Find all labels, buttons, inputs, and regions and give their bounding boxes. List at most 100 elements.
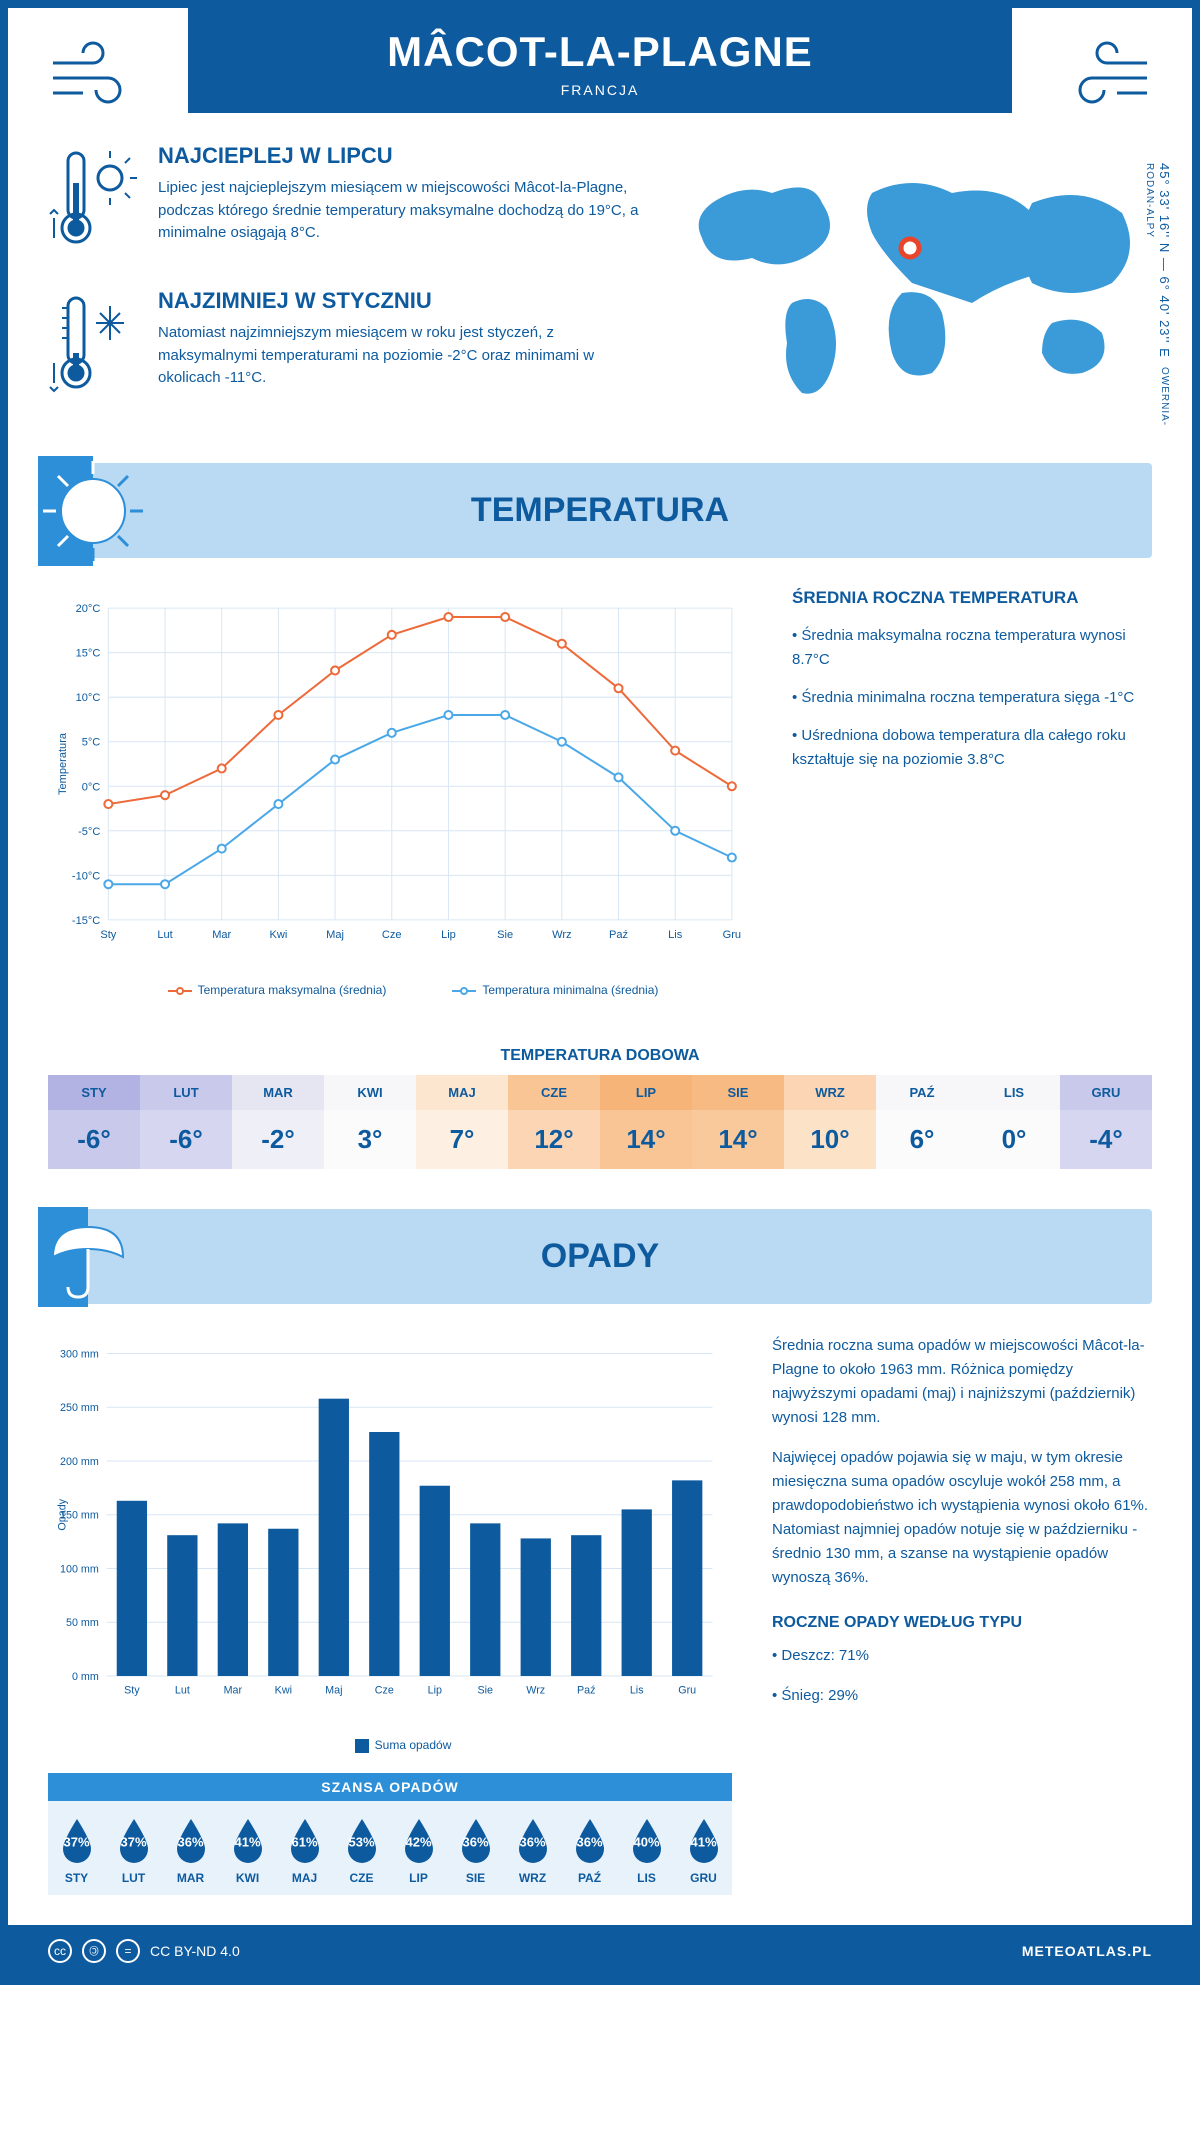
world-map: 45° 33' 16'' N — 6° 40' 23'' E OWERNIA-R… [672, 143, 1152, 433]
umbrella-icon [38, 1207, 138, 1307]
daily-temp-cell: STY-6° [48, 1075, 140, 1169]
daily-temp-cell: MAJ7° [416, 1075, 508, 1169]
svg-text:Paź: Paź [609, 929, 628, 941]
svg-text:Lip: Lip [428, 1685, 442, 1697]
svg-text:Wrz: Wrz [526, 1685, 545, 1697]
coordinates: 45° 33' 16'' N — 6° 40' 23'' E OWERNIA-R… [1142, 163, 1172, 433]
svg-text:Lut: Lut [175, 1685, 190, 1697]
svg-text:-10°C: -10°C [72, 870, 100, 882]
legend-min: Temperatura minimalna (średnia) [426, 983, 658, 997]
svg-text:50 mm: 50 mm [66, 1617, 99, 1629]
annual-temp-bullet: • Średnia minimalna roczna temperatura s… [792, 686, 1152, 710]
nd-icon: = [116, 1939, 140, 1963]
page-footer: cc 🄯 = CC BY-ND 4.0 METEOATLAS.PL [8, 1925, 1192, 1977]
by-icon: 🄯 [82, 1939, 106, 1963]
warmest-block: NAJCIEPLEJ W LIPCU Lipiec jest najcieple… [48, 143, 642, 258]
chance-cell: 41%GRU [675, 1815, 732, 1885]
annual-temp-bullet: • Uśredniona dobowa temperatura dla całe… [792, 724, 1152, 772]
chance-cell: 37%STY [48, 1815, 105, 1885]
svg-text:Opady: Opady [57, 1498, 69, 1530]
daily-temp-cell: WRZ10° [784, 1075, 876, 1169]
precip-type-bullet: • Śnieg: 29% [772, 1684, 1152, 1708]
wind-icon [48, 38, 138, 122]
warmest-title: NAJCIEPLEJ W LIPCU [158, 143, 642, 169]
daily-temp-cell: LIP14° [600, 1075, 692, 1169]
license-text: CC BY-ND 4.0 [150, 1943, 240, 1959]
chance-cell: 53%CZE [333, 1815, 390, 1885]
chance-cell: 36%WRZ [504, 1815, 561, 1885]
svg-text:Gru: Gru [723, 929, 741, 941]
daily-temp-cell: KWI3° [324, 1075, 416, 1169]
precipitation-info: Średnia roczna suma opadów w miejscowośc… [772, 1334, 1152, 1753]
coldest-title: NAJZIMNIEJ W STYCZNIU [158, 288, 642, 314]
svg-text:Maj: Maj [325, 1685, 342, 1697]
svg-text:10°C: 10°C [76, 692, 101, 704]
chance-cell: 36%MAR [162, 1815, 219, 1885]
precipitation-section-header: OPADY [48, 1209, 1152, 1304]
chance-cell: 41%KWI [219, 1815, 276, 1885]
svg-text:15°C: 15°C [76, 648, 101, 660]
chance-cell: 40%LIS [618, 1815, 675, 1885]
svg-text:Sie: Sie [497, 929, 513, 941]
thermometer-hot-icon [48, 143, 138, 258]
svg-text:Cze: Cze [375, 1685, 394, 1697]
chance-cell: 42%LIP [390, 1815, 447, 1885]
daily-temp-cell: LIS0° [968, 1075, 1060, 1169]
svg-text:-5°C: -5°C [78, 826, 100, 838]
svg-text:Gru: Gru [678, 1685, 696, 1697]
svg-text:Wrz: Wrz [552, 929, 571, 941]
svg-text:Lis: Lis [630, 1685, 644, 1697]
daily-temp-cell: SIE14° [692, 1075, 784, 1169]
wind-icon [1062, 38, 1152, 122]
thermometer-cold-icon [48, 288, 138, 403]
svg-text:Lip: Lip [441, 929, 456, 941]
daily-temp-cell: LUT-6° [140, 1075, 232, 1169]
svg-text:Kwi: Kwi [275, 1685, 292, 1697]
svg-text:Mar: Mar [224, 1685, 243, 1697]
temperature-line-chart: -15°C -10°C -5°C 0°C 5°C 10°C 15°C 20°C Sty Lut Ma… [48, 588, 752, 997]
svg-text:Temperatura: Temperatura [57, 732, 69, 795]
coldest-text: Natomiast najzimniejszym miesiącem w rok… [158, 322, 642, 390]
daily-temp-title: TEMPERATURA DOBOWA [8, 1047, 1192, 1065]
daily-temp-table: STY-6°LUT-6°MAR-2°KWI3°MAJ7°CZE12°LIP14°… [48, 1075, 1152, 1169]
annual-temp-info: ŚREDNIA ROCZNA TEMPERATURA • Średnia mak… [792, 588, 1152, 997]
country-label: FRANCJA [188, 82, 1012, 98]
sun-icon [38, 456, 148, 566]
svg-text:Sty: Sty [100, 929, 116, 941]
svg-text:Mar: Mar [212, 929, 231, 941]
page-header: MÂCOT-LA-PLAGNE FRANCJA [188, 8, 1012, 113]
svg-text:250 mm: 250 mm [60, 1402, 99, 1414]
svg-text:0°C: 0°C [82, 781, 101, 793]
svg-text:Maj: Maj [326, 929, 344, 941]
temperature-section-header: TEMPERATURA [48, 463, 1152, 558]
daily-temp-cell: PAŹ6° [876, 1075, 968, 1169]
site-name: METEOATLAS.PL [1022, 1943, 1152, 1959]
svg-text:20°C: 20°C [76, 603, 101, 615]
svg-text:Cze: Cze [382, 929, 402, 941]
svg-text:Lis: Lis [668, 929, 683, 941]
svg-text:100 mm: 100 mm [60, 1564, 99, 1576]
chance-cell: 61%MAJ [276, 1815, 333, 1885]
coldest-block: NAJZIMNIEJ W STYCZNIU Natomiast najzimni… [48, 288, 642, 403]
chance-cell: 36%PAŹ [561, 1815, 618, 1885]
cc-icon: cc [48, 1939, 72, 1963]
svg-text:Kwi: Kwi [269, 929, 287, 941]
svg-text:Sie: Sie [478, 1685, 494, 1697]
location-title: MÂCOT-LA-PLAGNE [188, 28, 1012, 76]
svg-text:Paź: Paź [577, 1685, 596, 1697]
chance-cell: 36%SIE [447, 1815, 504, 1885]
legend-max: Temperatura maksymalna (średnia) [142, 983, 387, 997]
svg-text:200 mm: 200 mm [60, 1456, 99, 1468]
svg-text:5°C: 5°C [82, 737, 101, 749]
annual-temp-bullet: • Średnia maksymalna roczna temperatura … [792, 624, 1152, 672]
svg-text:Lut: Lut [157, 929, 172, 941]
svg-text:-15°C: -15°C [72, 915, 100, 927]
daily-temp-cell: CZE12° [508, 1075, 600, 1169]
warmest-text: Lipiec jest najcieplejszym miesiącem w m… [158, 177, 642, 245]
precipitation-chance-box: SZANSA OPADÓW 37%STY37%LUT36%MAR41%KWI61… [48, 1773, 732, 1895]
svg-text:300 mm: 300 mm [60, 1349, 99, 1361]
daily-temp-cell: MAR-2° [232, 1075, 324, 1169]
chance-cell: 37%LUT [105, 1815, 162, 1885]
svg-text:Sty: Sty [124, 1685, 140, 1697]
svg-text:0 mm: 0 mm [72, 1671, 99, 1683]
